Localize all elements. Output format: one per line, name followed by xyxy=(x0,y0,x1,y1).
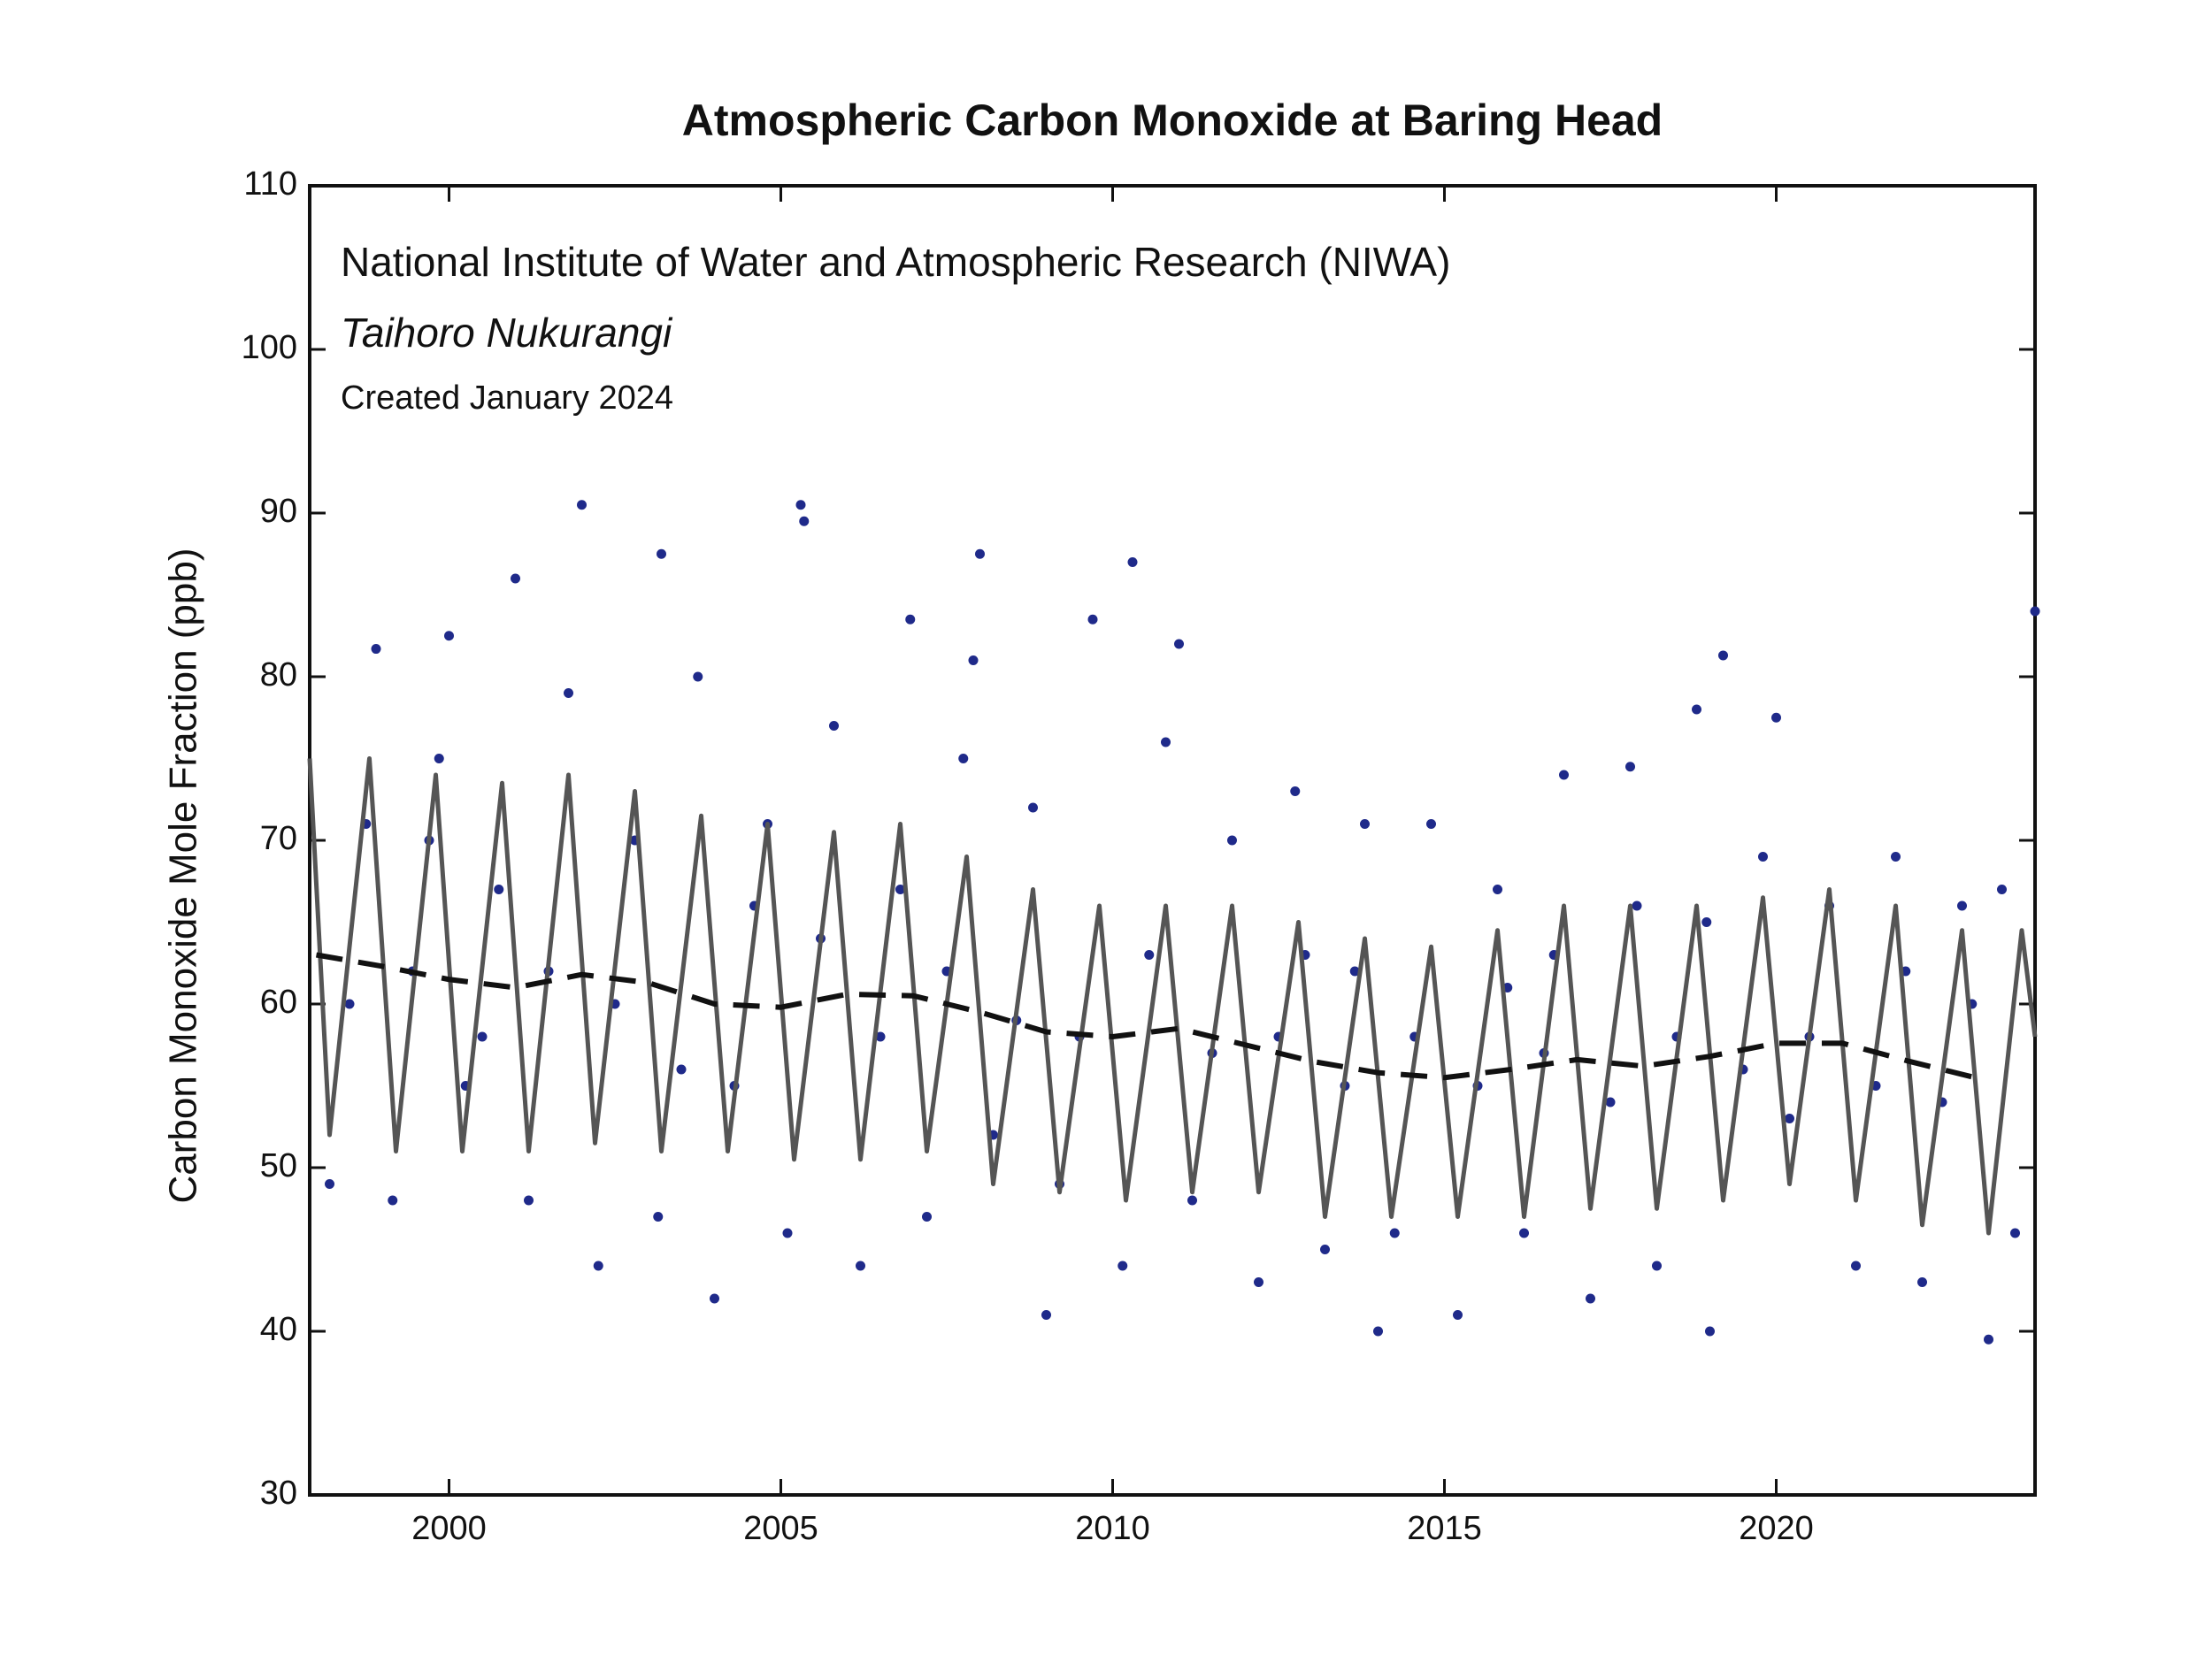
data-point xyxy=(1127,557,1138,567)
data-point xyxy=(1771,712,1781,723)
data-point xyxy=(1652,1261,1662,1271)
data-point xyxy=(1718,650,1728,661)
data-point xyxy=(1174,639,1184,649)
chart-title: Atmospheric Carbon Monoxide at Baring He… xyxy=(682,96,1663,145)
x-tick-label: 2000 xyxy=(411,1510,487,1547)
data-point xyxy=(577,500,587,510)
data-point xyxy=(710,1293,719,1304)
data-point xyxy=(1559,770,1569,780)
data-point xyxy=(1041,1310,1051,1320)
data-point xyxy=(524,1195,534,1206)
data-point xyxy=(1632,900,1642,911)
seasonal-line xyxy=(307,756,2038,1236)
data-point xyxy=(1389,1228,1400,1238)
y-tick-label: 80 xyxy=(260,656,297,694)
data-point xyxy=(975,548,985,559)
data-point xyxy=(1118,1261,1128,1271)
data-point xyxy=(1692,704,1701,715)
data-point xyxy=(676,1064,687,1075)
data-point xyxy=(2030,606,2040,617)
data-point xyxy=(958,754,969,763)
y-tick-label: 60 xyxy=(260,984,297,1021)
data-point xyxy=(1373,1326,1383,1337)
data-point xyxy=(564,688,573,698)
data-point xyxy=(1701,917,1712,927)
annotation: National Institute of Water and Atmosphe… xyxy=(341,239,1450,285)
annotation: Created January 2024 xyxy=(341,379,673,417)
x-tick-label: 2020 xyxy=(1739,1510,1814,1547)
data-point xyxy=(1785,1114,1794,1123)
data-point xyxy=(325,1179,334,1189)
data-point xyxy=(477,1031,488,1042)
data-point xyxy=(1917,1277,1927,1287)
y-tick-label: 90 xyxy=(260,493,297,530)
data-point xyxy=(1625,762,1635,772)
y-tick-label: 100 xyxy=(242,329,297,366)
data-point xyxy=(1087,614,1098,625)
data-point xyxy=(856,1261,865,1271)
data-point xyxy=(1705,1326,1715,1337)
data-point xyxy=(1984,1334,1993,1345)
data-point xyxy=(593,1261,603,1271)
data-point xyxy=(434,754,444,763)
data-point xyxy=(875,1031,886,1042)
data-point xyxy=(444,631,454,641)
y-axis-label: Carbon Monoxide Mole Fraction (ppb) xyxy=(162,548,205,1203)
data-point xyxy=(799,516,810,526)
data-point xyxy=(1891,852,1901,862)
data-point xyxy=(782,1228,793,1238)
data-point xyxy=(1519,1228,1529,1238)
data-point xyxy=(1957,900,1967,911)
data-point xyxy=(693,671,703,682)
data-point xyxy=(344,999,355,1009)
data-point xyxy=(1254,1277,1263,1287)
data-point xyxy=(1758,852,1768,862)
data-point xyxy=(895,885,905,894)
data-point xyxy=(1453,1310,1463,1320)
data-point xyxy=(795,500,806,510)
trend-line xyxy=(315,952,1977,1081)
y-tick-label: 70 xyxy=(260,820,297,857)
data-point xyxy=(494,885,504,894)
data-point xyxy=(1320,1245,1330,1254)
data-point xyxy=(1851,1261,1861,1271)
data-point xyxy=(511,573,520,584)
data-point xyxy=(653,1212,664,1222)
data-point xyxy=(1290,786,1301,796)
data-point xyxy=(1360,819,1370,829)
data-point xyxy=(1161,737,1171,747)
data-point xyxy=(829,721,839,731)
y-tick-label: 110 xyxy=(243,165,297,203)
y-tick-label: 40 xyxy=(260,1311,297,1348)
data-point xyxy=(1997,885,2007,894)
data-point xyxy=(922,1212,932,1222)
data-point xyxy=(1187,1195,1197,1206)
data-point xyxy=(905,614,916,625)
annotation: Taihoro Nukurangi xyxy=(341,310,673,356)
x-tick-label: 2010 xyxy=(1075,1510,1150,1547)
data-point xyxy=(1227,835,1237,846)
x-tick-label: 2005 xyxy=(743,1510,818,1547)
data-point xyxy=(657,548,666,559)
data-point xyxy=(1426,819,1436,829)
data-point xyxy=(1493,885,1502,894)
data-point xyxy=(388,1195,398,1206)
y-tick-label: 30 xyxy=(260,1475,297,1512)
data-point xyxy=(1586,1293,1595,1304)
data-point xyxy=(1349,966,1360,977)
data-point xyxy=(1605,1097,1616,1107)
data-point xyxy=(371,644,381,655)
data-point xyxy=(968,655,979,665)
x-tick-label: 2015 xyxy=(1407,1510,1482,1547)
data-point xyxy=(2010,1228,2020,1238)
data-point xyxy=(1144,950,1155,960)
data-point xyxy=(1028,802,1038,813)
y-tick-label: 50 xyxy=(260,1147,297,1184)
